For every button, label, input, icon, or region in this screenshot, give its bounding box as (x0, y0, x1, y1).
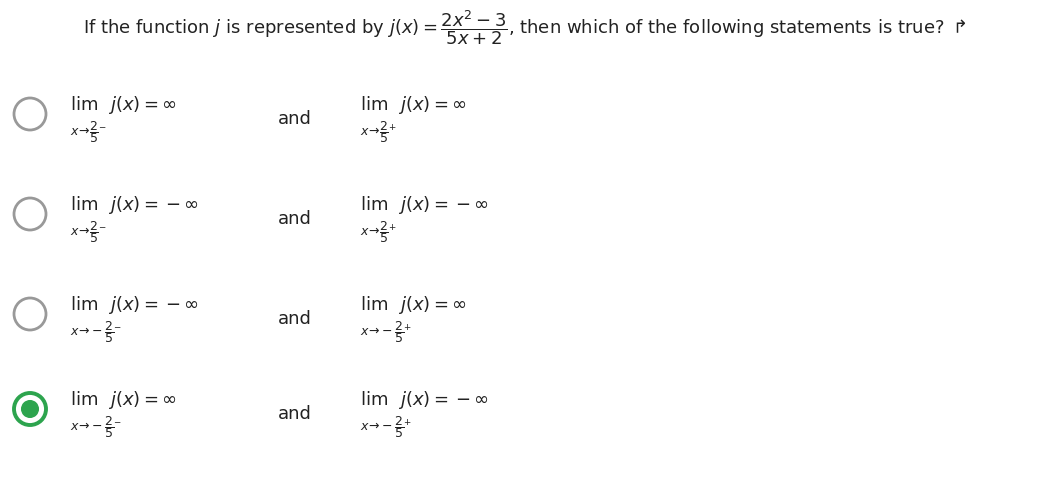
Text: $\mathrm{lim}$: $\mathrm{lim}$ (70, 295, 98, 313)
Text: $j(x)=\infty$: $j(x)=\infty$ (108, 388, 177, 410)
Text: $\mathrm{lim}$: $\mathrm{lim}$ (360, 390, 388, 408)
Text: If the function $j$ is represented by $j(x)=\dfrac{2x^2-3}{5x+2}$, then which of: If the function $j$ is represented by $j… (83, 8, 967, 47)
Text: and: and (278, 309, 312, 327)
Text: $x\!\rightarrow\! -\dfrac{2}{5}^{-}$: $x\!\rightarrow\! -\dfrac{2}{5}^{-}$ (70, 318, 123, 344)
Text: $x\!\rightarrow\!\dfrac{2}{5}^{+}$: $x\!\rightarrow\!\dfrac{2}{5}^{+}$ (360, 119, 397, 144)
Text: $\mathrm{lim}$: $\mathrm{lim}$ (70, 390, 98, 408)
Text: and: and (278, 404, 312, 422)
Text: $j(x)=-\infty$: $j(x)=-\infty$ (398, 388, 489, 410)
Text: $j(x)=-\infty$: $j(x)=-\infty$ (398, 193, 489, 216)
Text: $\mathrm{lim}$: $\mathrm{lim}$ (360, 195, 388, 214)
Text: $x\!\rightarrow\!\dfrac{2}{5}^{-}$: $x\!\rightarrow\!\dfrac{2}{5}^{-}$ (70, 119, 107, 144)
Text: $j(x)=\infty$: $j(x)=\infty$ (398, 94, 467, 116)
Text: $j(x)=\infty$: $j(x)=\infty$ (108, 94, 177, 116)
Text: $j(x)=\infty$: $j(x)=\infty$ (398, 293, 467, 315)
Text: and: and (278, 210, 312, 228)
Text: $x\!\rightarrow\! -\dfrac{2}{5}^{-}$: $x\!\rightarrow\! -\dfrac{2}{5}^{-}$ (70, 413, 123, 439)
Text: $\mathrm{lim}$: $\mathrm{lim}$ (360, 96, 388, 114)
Text: $j(x)=-\infty$: $j(x)=-\infty$ (108, 193, 200, 216)
Text: $j(x)=-\infty$: $j(x)=-\infty$ (108, 293, 200, 315)
Text: $\mathrm{lim}$: $\mathrm{lim}$ (70, 195, 98, 214)
Text: $x\!\rightarrow\! -\dfrac{2}{5}^{+}$: $x\!\rightarrow\! -\dfrac{2}{5}^{+}$ (360, 318, 413, 344)
Text: $x\!\rightarrow\!\dfrac{2}{5}^{-}$: $x\!\rightarrow\!\dfrac{2}{5}^{-}$ (70, 218, 107, 244)
Text: $x\!\rightarrow\!\dfrac{2}{5}^{+}$: $x\!\rightarrow\!\dfrac{2}{5}^{+}$ (360, 218, 397, 244)
Text: $x\!\rightarrow\! -\dfrac{2}{5}^{+}$: $x\!\rightarrow\! -\dfrac{2}{5}^{+}$ (360, 413, 413, 439)
Text: $\mathrm{lim}$: $\mathrm{lim}$ (360, 295, 388, 313)
Text: $\mathrm{lim}$: $\mathrm{lim}$ (70, 96, 98, 114)
Text: and: and (278, 110, 312, 128)
Circle shape (22, 401, 38, 418)
